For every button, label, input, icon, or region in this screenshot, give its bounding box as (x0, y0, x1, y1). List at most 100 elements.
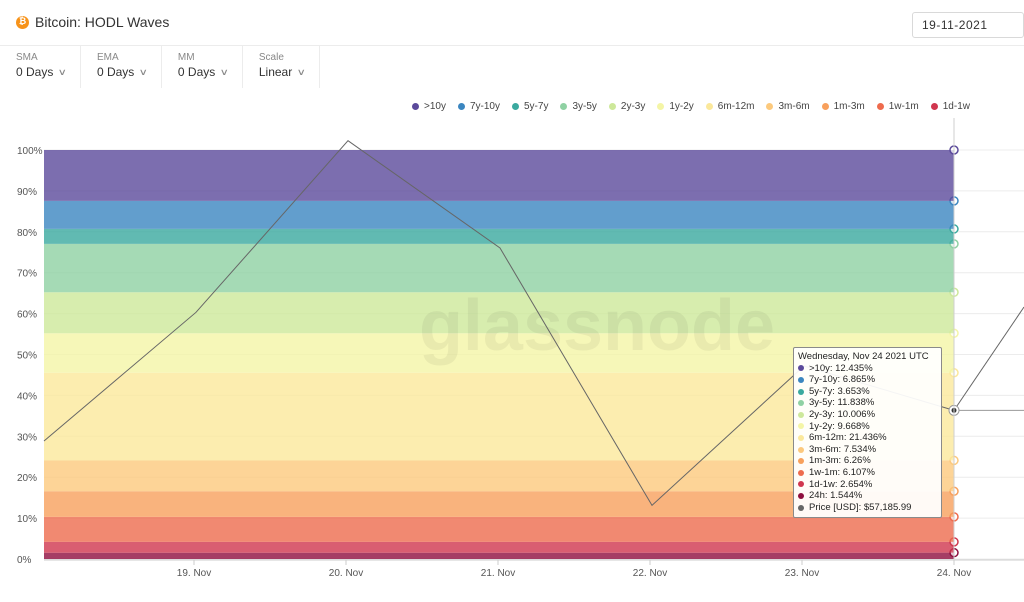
tooltip-value: 1m-3m: 6.26% (809, 455, 871, 467)
y-tick-label: 10% (17, 514, 37, 525)
hodl-waves-chart: 0% 10% 20% 30% 40% 50% 60% 70% 80% 90% 100% glassno… (17, 118, 1024, 579)
legend-label: 1w-1m (888, 101, 919, 112)
legend-item[interactable]: 2y-3y (608, 101, 645, 112)
area-24h (44, 552, 954, 559)
x-tick-label: 21. Nov (481, 568, 515, 579)
legend-dot (412, 103, 419, 110)
tooltip-value: Price [USD]: $57,185.99 (809, 501, 912, 513)
area-1m-3m (44, 491, 954, 517)
tooltip-row: 3y-5y: 11.838% (798, 397, 937, 409)
tooltip-row: 1y-2y: 9.668% (798, 421, 937, 433)
legend-label: 1d-1w (942, 101, 970, 112)
legend-label: 1y-2y (669, 101, 694, 112)
tooltip-row: 1d-1w: 2.654% (798, 479, 937, 491)
area-6m-12m (44, 372, 954, 461)
legend-item[interactable]: 7y-10y (457, 101, 500, 112)
ema-label: EMA (96, 52, 119, 63)
tooltip-value: 2y-3y: 10.006% (809, 408, 876, 420)
area-1y-2y (44, 333, 954, 373)
tooltip-row: 1w-1m: 6.107% (798, 467, 937, 479)
tooltip-dot (798, 434, 804, 441)
legend-item[interactable]: 6m-12m (705, 101, 755, 112)
x-tick-label: 22. Nov (633, 568, 667, 579)
area-5y-7y (44, 228, 954, 244)
y-tick-label: 70% (17, 269, 37, 280)
legend-item[interactable]: 1w-1m (876, 101, 919, 112)
price-line-extension (953, 306, 1024, 411)
tooltip-dot (798, 504, 804, 511)
y-tick-label: 60% (17, 310, 37, 321)
scale-selector[interactable]: Scale Linear ∨ (243, 46, 320, 88)
tooltip-dot (798, 423, 804, 430)
chevron-down-icon: ∨ (219, 66, 230, 77)
y-tick-label: 90% (17, 187, 37, 198)
tooltip-row: >10y: 12.435% (798, 363, 937, 375)
legend-item[interactable]: 3m-6m (766, 101, 810, 112)
tooltip-dot (798, 411, 804, 418)
chevron-down-icon: ∨ (58, 66, 68, 77)
tooltip-row: 6m-12m: 21.436% (798, 432, 937, 444)
legend-label: 3y-5y (572, 101, 597, 112)
mm-label: MM (177, 52, 195, 63)
area-1w-1m (44, 516, 954, 542)
y-tick-label: 40% (17, 391, 37, 402)
tooltip-row: Price [USD]: $57,185.99 (798, 502, 937, 514)
x-tick-label: 19. Nov (177, 568, 211, 579)
legend-dot (608, 103, 616, 110)
legend-dot (930, 103, 938, 110)
tooltip-dot (798, 492, 804, 499)
tooltip-value: 1d-1w: 2.654% (809, 478, 873, 490)
area->10y (44, 149, 954, 201)
tooltip-dot (798, 446, 804, 453)
tooltip-dot (798, 469, 804, 476)
tooltip-row: 7y-10y: 6.865% (798, 374, 937, 386)
tooltip-value: 7y-10y: 6.865% (809, 374, 876, 386)
sma-selector[interactable]: SMA 0 Days ∨ (0, 46, 81, 88)
tooltip-dot (798, 388, 804, 395)
y-tick-label: 0% (17, 555, 32, 566)
chart-tooltip: Wednesday, Nov 24 2021 UTC >10y: 12.435%… (793, 347, 942, 518)
ema-value: 0 Days (96, 65, 135, 79)
tooltip-dot (798, 376, 804, 383)
tooltip-value: >10y: 12.435% (809, 362, 873, 374)
legend-label: 6m-12m (717, 101, 755, 112)
tooltip-dot (798, 481, 804, 488)
tooltip-row: 24h: 1.544% (798, 490, 937, 502)
legend-dot (657, 103, 665, 110)
tooltip-value: 3m-6m: 7.534% (809, 443, 877, 455)
legend-dot (705, 103, 713, 110)
mm-selector[interactable]: MM 0 Days ∨ (162, 46, 243, 88)
legend-item[interactable]: >10y (412, 101, 446, 112)
legend-label: 1m-3m (833, 101, 865, 112)
legend-label: 7y-10y (469, 101, 500, 112)
tooltip-value: 3y-5y: 11.838% (809, 397, 875, 409)
legend-item[interactable]: 3y-5y (560, 101, 597, 112)
tooltip-row: 2y-3y: 10.006% (798, 409, 937, 421)
sma-label: SMA (16, 52, 38, 63)
chevron-down-icon: ∨ (138, 66, 149, 77)
area-3m-6m (44, 460, 954, 492)
legend-dot (766, 103, 774, 110)
legend-item[interactable]: 1m-3m (821, 101, 865, 112)
legend-label: 5y-7y (523, 101, 549, 112)
chart-title-group: ₿ Bitcoin: HODL Waves (16, 14, 169, 30)
legend-label: 3m-6m (778, 101, 810, 112)
ema-selector[interactable]: EMA 0 Days ∨ (81, 46, 162, 88)
area-2y-3y (44, 292, 954, 334)
tooltip-row: 3m-6m: 7.534% (798, 444, 937, 456)
y-tick-label: 50% (17, 351, 37, 362)
tooltip-value: 1y-2y: 9.668% (809, 420, 870, 432)
tooltip-dot (798, 400, 804, 407)
watermark: glassnode (419, 286, 775, 366)
legend-label: >10y (424, 101, 446, 112)
tooltip-value: 6m-12m: 21.436% (809, 432, 887, 444)
scale-label: Scale (258, 52, 284, 63)
y-tick-label: 30% (17, 432, 37, 443)
legend-item[interactable]: 1d-1w (930, 101, 970, 112)
chart-legend: >10y 7y-10y 5y-7y 3y-5y 2y-3y 1y-2y 6m-12m 3m-6… (412, 101, 982, 112)
date-input[interactable]: 19-11-2021 (912, 12, 1024, 38)
legend-item[interactable]: 1y-2y (657, 101, 694, 112)
tooltip-value: 1w-1m: 6.107% (809, 466, 876, 478)
scale-value: Linear (258, 65, 293, 79)
legend-item[interactable]: 5y-7y (511, 101, 549, 112)
